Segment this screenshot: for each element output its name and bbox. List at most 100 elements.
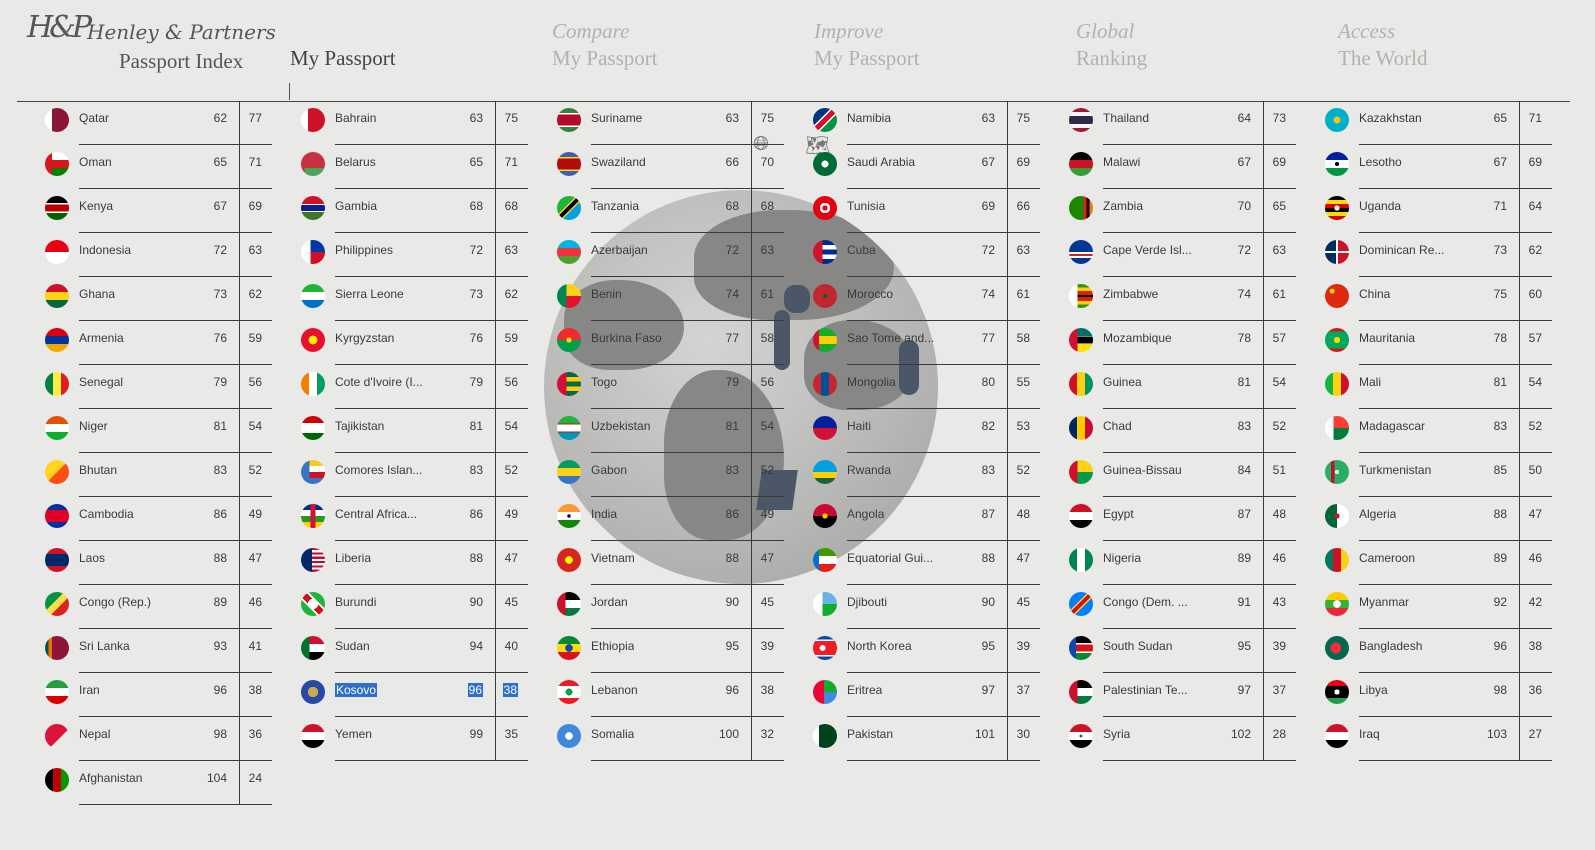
country-row[interactable]: Swaziland 66 70 [529, 145, 784, 189]
country-row[interactable]: Jordan 90 45 [529, 585, 784, 629]
country-row[interactable]: Cambodia 86 49 [17, 497, 272, 541]
country-row[interactable]: Ghana 73 62 [17, 277, 272, 321]
country-row[interactable]: Niger 81 54 [17, 409, 272, 453]
country-row[interactable]: Kazakhstan 65 71 [1297, 101, 1552, 145]
country-row[interactable]: Cuba 72 63 [785, 233, 1040, 277]
country-row[interactable]: Gambia 68 68 [273, 189, 528, 233]
country-row[interactable]: Syria 102 28 [1041, 717, 1296, 761]
country-row[interactable]: Namibia 63 75 [785, 101, 1040, 145]
map-icon[interactable]: 🗺︎ [805, 135, 831, 157]
country-row[interactable]: Uganda 71 64 [1297, 189, 1552, 233]
country-row[interactable]: Afghanistan 104 24 [17, 761, 272, 805]
country-row[interactable]: Sao Tome and... 77 58 [785, 321, 1040, 365]
country-row[interactable]: Iran 96 38 [17, 673, 272, 717]
country-row[interactable]: Angola 87 48 [785, 497, 1040, 541]
country-row[interactable]: Congo (Dem. ... 91 43 [1041, 585, 1296, 629]
country-row[interactable]: Lebanon 96 38 [529, 673, 784, 717]
country-row[interactable]: Algeria 88 47 [1297, 497, 1552, 541]
country-row[interactable]: Sudan 94 40 [273, 629, 528, 673]
country-row[interactable]: Mongolia 80 55 [785, 365, 1040, 409]
country-row[interactable]: Laos 88 47 [17, 541, 272, 585]
country-row[interactable]: Haiti 82 53 [785, 409, 1040, 453]
country-row[interactable]: Mauritania 78 57 [1297, 321, 1552, 365]
country-row[interactable]: Gabon 83 52 [529, 453, 784, 497]
country-row[interactable]: Cameroon 89 46 [1297, 541, 1552, 585]
country-row[interactable]: Liberia 88 47 [273, 541, 528, 585]
nav-global-ranking[interactable]: Global Ranking [1076, 18, 1147, 72]
country-row[interactable]: Iraq 103 27 [1297, 717, 1552, 761]
country-row[interactable]: Tanzania 68 68 [529, 189, 784, 233]
country-row[interactable]: Nigeria 89 46 [1041, 541, 1296, 585]
nav-access-the-world[interactable]: Access The World [1338, 18, 1428, 72]
country-row[interactable]: Rwanda 83 52 [785, 453, 1040, 497]
country-row[interactable]: Libya 98 36 [1297, 673, 1552, 717]
country-row[interactable]: India 86 49 [529, 497, 784, 541]
country-row[interactable]: Mozambique 78 57 [1041, 321, 1296, 365]
country-row[interactable]: Vietnam 88 47 [529, 541, 784, 585]
country-row[interactable]: Guinea 81 54 [1041, 365, 1296, 409]
country-row[interactable]: Chad 83 52 [1041, 409, 1296, 453]
country-row[interactable]: Azerbaijan 72 63 [529, 233, 784, 277]
country-row[interactable]: Malawi 67 69 [1041, 145, 1296, 189]
country-row[interactable]: Turkmenistan 85 50 [1297, 453, 1552, 497]
country-row[interactable]: Kyrgyzstan 76 59 [273, 321, 528, 365]
country-row[interactable]: Zambia 70 65 [1041, 189, 1296, 233]
country-row[interactable]: North Korea 95 39 [785, 629, 1040, 673]
country-row[interactable]: Morocco 74 61 [785, 277, 1040, 321]
country-row[interactable]: Saudi Arabia 67 69 [785, 145, 1040, 189]
country-row[interactable]: South Sudan 95 39 [1041, 629, 1296, 673]
country-row[interactable]: Ethiopia 95 39 [529, 629, 784, 673]
country-row[interactable]: Myanmar 92 42 [1297, 585, 1552, 629]
country-row[interactable]: Qatar 62 77 [17, 101, 272, 145]
country-row[interactable]: Yemen 99 35 [273, 717, 528, 761]
country-row[interactable]: Sri Lanka 93 41 [17, 629, 272, 673]
hp-logo[interactable]: H&P Henley & Partners Passport Index [27, 8, 276, 78]
country-row[interactable]: Senegal 79 56 [17, 365, 272, 409]
country-row[interactable]: Guinea-Bissau 84 51 [1041, 453, 1296, 497]
country-row[interactable]: Lesotho 67 69 [1297, 145, 1552, 189]
country-row[interactable]: Nepal 98 36 [17, 717, 272, 761]
country-row[interactable]: Comores Islan... 83 52 [273, 453, 528, 497]
country-row[interactable]: Zimbabwe 74 61 [1041, 277, 1296, 321]
country-row[interactable]: Pakistan 101 30 [785, 717, 1040, 761]
column-separator [751, 321, 752, 365]
nav-compare-my-passport[interactable]: Compare My Passport [552, 18, 658, 72]
country-row[interactable]: Suriname 63 75 [529, 101, 784, 145]
country-row[interactable]: Bangladesh 96 38 [1297, 629, 1552, 673]
country-row[interactable]: Sierra Leone 73 62 [273, 277, 528, 321]
country-row[interactable]: Cote d'Ivoire (I... 79 56 [273, 365, 528, 409]
country-row[interactable]: Madagascar 83 52 [1297, 409, 1552, 453]
country-row[interactable]: Central Africa... 86 49 [273, 497, 528, 541]
country-row[interactable]: Bahrain 63 75 [273, 101, 528, 145]
country-row[interactable]: Tunisia 69 66 [785, 189, 1040, 233]
country-row[interactable]: Djibouti 90 45 [785, 585, 1040, 629]
country-row[interactable]: Belarus 65 71 [273, 145, 528, 189]
country-row[interactable]: Benin 74 61 [529, 277, 784, 321]
country-row[interactable]: Palestinian Te... 97 37 [1041, 673, 1296, 717]
country-row[interactable]: China 75 60 [1297, 277, 1552, 321]
nav-improve-my-passport[interactable]: Improve My Passport [814, 18, 920, 72]
country-row[interactable]: Kenya 67 69 [17, 189, 272, 233]
country-row[interactable]: Somalia 100 32 [529, 717, 784, 761]
country-row[interactable]: Cape Verde Isl... 72 63 [1041, 233, 1296, 277]
country-row[interactable]: Kosovo 96 38 [273, 673, 528, 717]
country-row[interactable]: Armenia 76 59 [17, 321, 272, 365]
country-row[interactable]: Equatorial Gui... 88 47 [785, 541, 1040, 585]
country-row[interactable]: Oman 65 71 [17, 145, 272, 189]
country-row[interactable]: Congo (Rep.) 89 46 [17, 585, 272, 629]
country-row[interactable]: Uzbekistan 81 54 [529, 409, 784, 453]
country-row[interactable]: Burkina Faso 77 58 [529, 321, 784, 365]
visa-free-score: 62 [504, 287, 518, 301]
country-row[interactable]: Togo 79 56 [529, 365, 784, 409]
country-row[interactable]: Dominican Re... 73 62 [1297, 233, 1552, 277]
country-row[interactable]: Mali 81 54 [1297, 365, 1552, 409]
country-row[interactable]: Bhutan 83 52 [17, 453, 272, 497]
country-row[interactable]: Philippines 72 63 [273, 233, 528, 277]
country-row[interactable]: Burundi 90 45 [273, 585, 528, 629]
country-row[interactable]: Indonesia 72 63 [17, 233, 272, 277]
country-row[interactable]: Thailand 64 73 [1041, 101, 1296, 145]
country-row[interactable]: Egypt 87 48 [1041, 497, 1296, 541]
country-row[interactable]: Eritrea 97 37 [785, 673, 1040, 717]
nav-my-passport[interactable]: My Passport [290, 18, 396, 72]
country-row[interactable]: Tajikistan 81 54 [273, 409, 528, 453]
